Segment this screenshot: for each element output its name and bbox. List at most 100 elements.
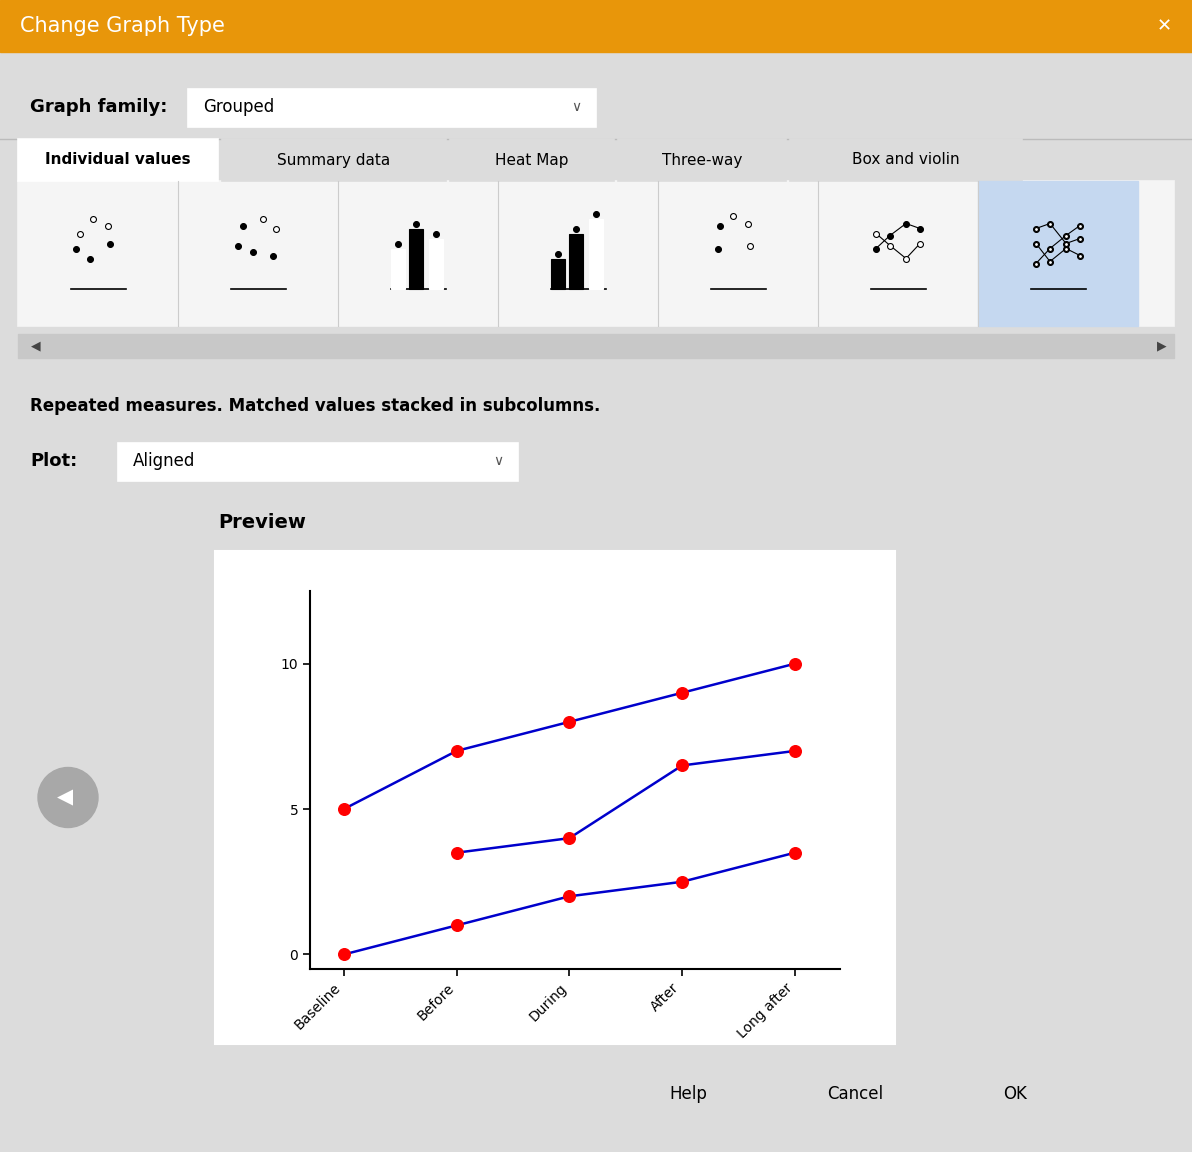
Point bbox=[896, 214, 915, 233]
Text: Grouped: Grouped bbox=[203, 98, 274, 116]
Point bbox=[672, 683, 691, 702]
Text: ∨: ∨ bbox=[571, 100, 581, 114]
Point bbox=[334, 799, 353, 818]
Text: Preview: Preview bbox=[218, 514, 306, 532]
Point bbox=[672, 756, 691, 774]
Point bbox=[1070, 247, 1089, 265]
Point bbox=[786, 843, 805, 862]
Point bbox=[1070, 247, 1089, 265]
Text: Individual values: Individual values bbox=[45, 152, 191, 167]
Text: Box and violin: Box and violin bbox=[852, 152, 960, 167]
Point bbox=[254, 210, 273, 228]
Point bbox=[263, 247, 283, 265]
Point bbox=[881, 236, 900, 255]
Bar bbox=[118, 444, 519, 482]
Point bbox=[1041, 214, 1060, 233]
Point bbox=[1056, 234, 1075, 252]
Text: ◀: ◀ bbox=[57, 788, 73, 808]
Point bbox=[560, 713, 579, 732]
Point bbox=[1056, 234, 1075, 252]
Point bbox=[560, 829, 579, 848]
Point bbox=[1056, 226, 1075, 244]
Text: ◀: ◀ bbox=[31, 340, 41, 353]
Point bbox=[1070, 229, 1089, 248]
Point bbox=[867, 240, 886, 258]
Point bbox=[389, 234, 408, 252]
Circle shape bbox=[38, 767, 98, 827]
Point bbox=[786, 654, 805, 673]
Point bbox=[740, 236, 759, 255]
Bar bbox=[977, 181, 1138, 326]
Point bbox=[1056, 226, 1075, 244]
Point bbox=[708, 240, 727, 258]
Text: Help: Help bbox=[669, 1085, 707, 1102]
Bar bbox=[551, 258, 565, 288]
Point bbox=[99, 217, 118, 235]
Point bbox=[229, 236, 248, 255]
Bar bbox=[222, 139, 446, 181]
Bar bbox=[188, 89, 596, 127]
Point bbox=[1041, 240, 1060, 258]
Text: Graph family:: Graph family: bbox=[30, 98, 167, 116]
Point bbox=[334, 946, 353, 964]
Text: Three-way: Three-way bbox=[662, 152, 743, 167]
Point bbox=[710, 217, 730, 235]
Text: Aligned: Aligned bbox=[134, 452, 195, 470]
Point bbox=[447, 742, 466, 760]
Text: Plot:: Plot: bbox=[30, 452, 77, 470]
Bar bbox=[409, 228, 423, 288]
Point bbox=[739, 214, 758, 233]
Point bbox=[267, 219, 286, 237]
Point bbox=[1070, 229, 1089, 248]
Bar bbox=[429, 238, 443, 288]
Text: Heat Map: Heat Map bbox=[495, 152, 569, 167]
Point bbox=[81, 249, 100, 267]
Point bbox=[586, 204, 606, 222]
Point bbox=[1056, 240, 1075, 258]
Point bbox=[1026, 255, 1045, 273]
Point bbox=[447, 843, 466, 862]
Point bbox=[911, 234, 930, 252]
Point bbox=[1041, 240, 1060, 258]
Point bbox=[1026, 219, 1045, 237]
Point bbox=[100, 234, 119, 252]
Bar bbox=[790, 1074, 920, 1114]
Point bbox=[867, 225, 886, 243]
Point bbox=[896, 249, 915, 267]
Point bbox=[786, 742, 805, 760]
Bar bbox=[628, 1074, 749, 1114]
Point bbox=[1026, 255, 1045, 273]
Bar bbox=[0, 0, 1192, 52]
Bar bbox=[569, 234, 583, 288]
Point bbox=[1056, 240, 1075, 258]
Text: ✕: ✕ bbox=[1156, 17, 1172, 35]
Bar bbox=[790, 139, 1022, 181]
Bar bbox=[391, 249, 405, 288]
Bar bbox=[960, 1074, 1070, 1114]
Point bbox=[724, 206, 743, 225]
Point bbox=[1041, 214, 1060, 233]
Point bbox=[1026, 234, 1045, 252]
Text: Cancel: Cancel bbox=[827, 1085, 883, 1102]
Point bbox=[243, 242, 262, 260]
Point bbox=[1041, 252, 1060, 271]
Point bbox=[427, 225, 446, 243]
Bar bbox=[617, 139, 786, 181]
Text: OK: OK bbox=[1002, 1085, 1028, 1102]
Bar bbox=[1148, 10, 1180, 41]
Point bbox=[548, 244, 567, 263]
Point bbox=[83, 210, 103, 228]
Point bbox=[406, 214, 426, 233]
Point bbox=[1026, 219, 1045, 237]
Point bbox=[67, 240, 86, 258]
Text: ∨: ∨ bbox=[493, 454, 503, 468]
Point bbox=[911, 219, 930, 237]
Point bbox=[1070, 217, 1089, 235]
Text: Summary data: Summary data bbox=[278, 152, 391, 167]
Point bbox=[1041, 252, 1060, 271]
Text: Repeated measures. Matched values stacked in subcolumns.: Repeated measures. Matched values stacke… bbox=[30, 397, 601, 415]
Point bbox=[881, 226, 900, 244]
Point bbox=[560, 887, 579, 905]
Bar bbox=[215, 551, 895, 1044]
Bar bbox=[18, 139, 218, 181]
